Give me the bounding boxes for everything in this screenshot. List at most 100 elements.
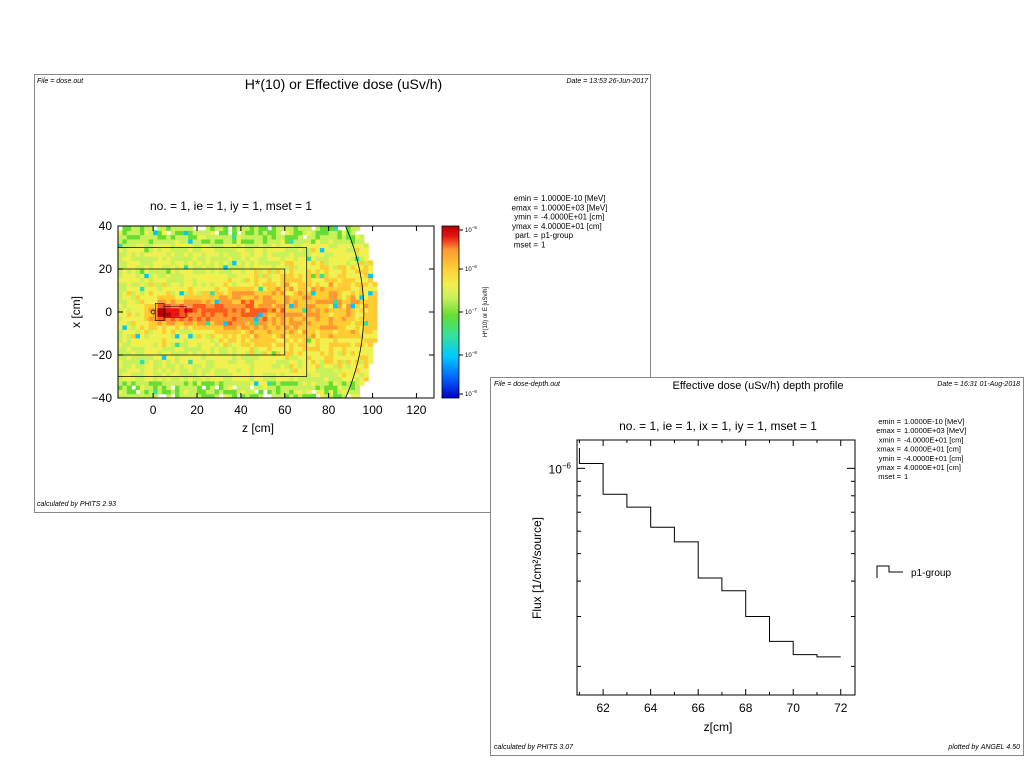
heatmap-cell — [157, 238, 163, 244]
heatmap-cell — [350, 393, 356, 398]
heatmap-cell — [179, 256, 185, 261]
heatmap-cell — [183, 393, 189, 398]
heatmap-cell — [254, 372, 260, 378]
heatmap-cell — [324, 367, 330, 373]
heatmap-cell — [175, 316, 181, 322]
heatmap-cell — [249, 277, 255, 283]
heatmap-cell — [192, 342, 198, 347]
heatmap-cell — [139, 277, 145, 283]
heatmap-cell — [311, 303, 317, 309]
heatmap-cell — [350, 350, 356, 356]
heatmap-cell — [166, 238, 172, 244]
heatmap-cell — [214, 393, 220, 398]
heatmap-cell — [144, 281, 150, 287]
heatmap-cell — [240, 329, 246, 335]
series-step-line — [578, 448, 841, 658]
heatmap-cell — [170, 355, 176, 360]
heatmap-cell — [368, 264, 374, 270]
heatmap-cell — [249, 380, 255, 386]
heatmap-cell — [205, 385, 211, 390]
heatmap-cell — [227, 238, 233, 244]
heatmap-cell — [324, 355, 330, 360]
heatmap-cell — [223, 367, 229, 373]
heatmap-cells — [118, 226, 378, 398]
heatmap-cell — [355, 316, 360, 322]
heatmap-cell — [153, 251, 159, 257]
param-value: 1.0000E+03 [MeV] — [541, 203, 608, 212]
heatmap-cell — [346, 247, 352, 253]
heatmap-cell — [324, 286, 330, 292]
heatmap-cell — [139, 333, 145, 339]
heatmap-cell — [368, 333, 374, 339]
heatmap-cell — [161, 324, 167, 330]
heatmap-cell — [214, 337, 220, 343]
heatmap-cell — [183, 286, 189, 292]
heatmap-cell — [324, 385, 330, 390]
heatmap-cell — [197, 385, 202, 390]
heatmap-cell — [276, 294, 281, 300]
heatmap-cell — [139, 303, 145, 309]
heatmap-cell — [267, 359, 273, 365]
heatmap-cell — [280, 393, 286, 398]
heatmap-cell — [249, 286, 255, 292]
heatmap-cell — [131, 234, 137, 240]
heatmap-cell — [324, 316, 330, 322]
heatmap-cell — [236, 367, 242, 373]
heatmap-cell — [161, 363, 167, 369]
heatmap-cell — [297, 389, 303, 395]
heatmap-cell — [346, 312, 352, 317]
heatmap-cell — [355, 376, 360, 382]
heatmap-cell — [262, 333, 268, 339]
heatmap-cell — [148, 299, 154, 304]
heatmap-cell — [144, 329, 150, 335]
heatmap-cell — [341, 286, 347, 292]
heatmap-cell — [240, 299, 246, 304]
heatmap-cell — [293, 260, 299, 266]
heatmap-cell — [276, 324, 281, 330]
heatmap-cell — [232, 350, 238, 356]
heatmap-cell — [311, 333, 317, 339]
heatmap-cell — [280, 350, 286, 356]
heatmap-cell — [139, 329, 145, 335]
heatmap-cell — [240, 393, 246, 398]
heatmap-cell — [161, 380, 167, 386]
heatmap-cell — [205, 324, 211, 330]
heatmap-cell — [236, 303, 242, 309]
heatmap-cell — [144, 286, 150, 292]
heatmap-cell — [201, 376, 207, 382]
heatmap-cell — [192, 320, 198, 326]
heatmap-cell — [311, 243, 317, 249]
heatmap-cell — [236, 307, 242, 313]
heatmap-cell — [315, 337, 321, 343]
heatmap-cell — [205, 251, 211, 257]
heatmap-cell — [118, 256, 123, 261]
heatmap-cell — [166, 260, 172, 266]
heatmap-cell — [276, 346, 281, 352]
heatmap-cell — [302, 385, 308, 390]
heatmap-cell — [214, 294, 220, 300]
heatmap-cell — [258, 385, 264, 390]
heatmap-cell — [170, 363, 176, 369]
heatmap-cell — [153, 320, 159, 326]
heatmap-cell — [302, 260, 308, 266]
heatmap-cell — [280, 294, 286, 300]
heatmap-cell — [350, 324, 356, 330]
heatmap-cell — [350, 273, 356, 279]
heatmap-cell — [306, 294, 312, 300]
heatmap-cell — [192, 359, 198, 365]
heatmap-cell — [337, 247, 343, 253]
heatmap-cell — [197, 238, 202, 244]
heatmap-cell — [337, 281, 343, 287]
heatmap-cell — [139, 342, 145, 347]
heatmap-cell — [245, 256, 251, 261]
heatmap-cell — [139, 376, 145, 382]
heatmap-cell — [131, 329, 137, 335]
heatmap-cell — [188, 243, 194, 249]
heatmap-cell — [249, 393, 255, 398]
heatmap-cell — [337, 324, 343, 330]
heatmap-cell — [197, 342, 202, 347]
heatmap-cell — [284, 329, 290, 335]
heatmap-cell — [157, 372, 163, 378]
heatmap-cell — [135, 320, 141, 326]
heatmap-cell — [276, 312, 281, 317]
